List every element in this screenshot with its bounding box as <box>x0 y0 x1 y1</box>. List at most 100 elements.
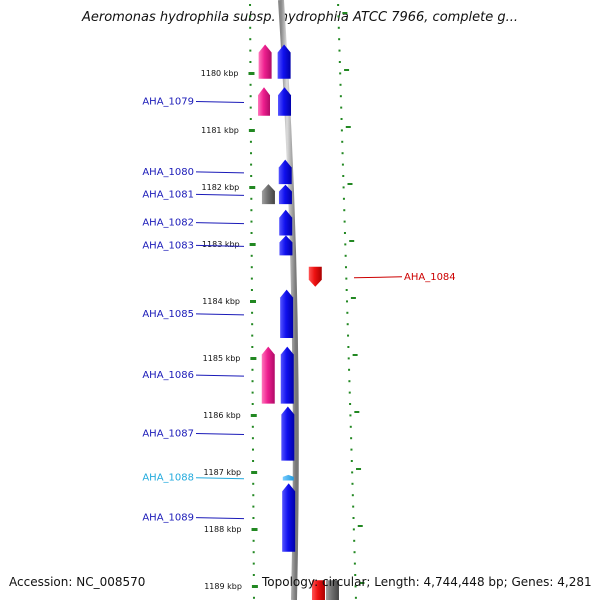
outer-ruler-tick <box>359 582 365 584</box>
gene-labels[interactable]: AHA_1079 AHA_1080 AHA_1081 AHA_1082 AHA_1083… <box>142 97 455 524</box>
gene-aha-1080[interactable] <box>278 159 292 185</box>
ruler-dot <box>251 380 254 383</box>
gene-aha-1082[interactable] <box>279 209 293 236</box>
ruler-dot <box>252 517 255 519</box>
gene-aha-1086[interactable] <box>280 346 294 404</box>
ruler-tick <box>251 528 258 531</box>
outer-ruler-tick <box>344 69 350 71</box>
outer-ruler-dot <box>344 266 347 269</box>
gene-feature-16[interactable] <box>311 580 325 600</box>
outer-ruler-dot <box>349 414 352 417</box>
ruler-tick <box>251 585 258 588</box>
gene-label[interactable]: AHA_1084 <box>404 272 456 283</box>
gene-label[interactable]: AHA_1085 <box>142 309 194 320</box>
gene-feature-17[interactable] <box>325 580 339 600</box>
outer-ruler-dot <box>345 277 348 280</box>
outer-ruler-dot <box>339 72 342 75</box>
ruler-dot <box>252 482 255 485</box>
ruler-tick <box>249 186 256 189</box>
outer-ruler-dot <box>342 197 345 200</box>
outer-ruler-dot <box>340 129 343 132</box>
outer-ruler-dot <box>337 15 340 18</box>
outer-ruler-dot <box>337 26 340 29</box>
outer-ruler-dot <box>349 425 352 428</box>
ruler-dot <box>250 152 253 155</box>
outer-ruler-dot <box>354 574 357 576</box>
outer-ruler-dot <box>340 118 343 120</box>
gene-label[interactable]: AHA_1088 <box>142 473 194 484</box>
gene-aha-1079[interactable] <box>278 87 292 116</box>
outer-ruler-dot <box>339 95 342 98</box>
ruler-dot <box>251 368 254 371</box>
gene-label[interactable]: AHA_1079 <box>142 97 194 108</box>
ruler-dot <box>249 140 252 143</box>
label-leader-line <box>195 433 245 436</box>
outer-ruler-dot <box>343 232 346 234</box>
gene-feature-12[interactable] <box>261 346 275 404</box>
outer-ruler-dot <box>350 437 353 440</box>
ruler-dot <box>252 494 255 497</box>
gene-feature-6[interactable] <box>261 184 275 205</box>
label-leader-line <box>195 244 245 247</box>
outer-ruler-dot <box>346 323 349 326</box>
ruler-dot <box>249 118 252 120</box>
gene-aha-1089[interactable] <box>282 483 296 552</box>
outer-ruler-dot <box>342 186 345 189</box>
label-leader-line <box>195 171 245 174</box>
outer-ruler-dot <box>338 38 341 41</box>
gene-aha-1084[interactable] <box>308 266 322 287</box>
gene-label[interactable]: AHA_1083 <box>142 240 194 251</box>
outer-ruler-dot <box>344 254 347 257</box>
ruler-dot <box>252 505 255 508</box>
gene-label[interactable]: AHA_1081 <box>142 189 194 200</box>
gene-aha-1088[interactable] <box>282 474 294 481</box>
outer-ruler-dot <box>342 175 345 177</box>
ruler-tick <box>248 72 255 75</box>
outer-ruler-dot <box>340 106 343 109</box>
ruler-dot <box>251 391 254 394</box>
outer-ruler-tick <box>347 183 353 185</box>
ruler-dot <box>250 163 253 166</box>
gene-label[interactable]: AHA_1087 <box>142 429 194 440</box>
outer-ruler-tick <box>350 297 356 299</box>
gene-label[interactable]: AHA_1089 <box>142 513 194 524</box>
ruler-dot <box>249 4 252 6</box>
outer-ruler-dot <box>354 596 357 599</box>
gene-feature-0[interactable] <box>258 44 272 79</box>
gene-aha-1087[interactable] <box>281 406 295 461</box>
ruler-dot <box>249 49 252 52</box>
ruler-dot <box>249 83 252 86</box>
ruler-tick-label: 1184 kbp <box>202 297 240 306</box>
ruler-tick-label: 1180 kbp <box>201 69 239 78</box>
gene-feature-3[interactable] <box>258 87 270 116</box>
ruler-dot <box>249 106 252 109</box>
outer-ruler-tick <box>349 240 355 242</box>
gene-aha-1085[interactable] <box>280 289 294 339</box>
outer-ruler-dot <box>346 300 349 303</box>
ruler-tick <box>250 300 257 303</box>
gene-label[interactable]: AHA_1082 <box>142 218 194 229</box>
ruler-tick-label: 1186 kbp <box>203 411 241 420</box>
ruler-dot <box>252 574 255 576</box>
outer-ruler-dot <box>351 471 354 474</box>
gene-aha-1083[interactable] <box>279 235 293 256</box>
gene-label[interactable]: AHA_1086 <box>142 370 194 381</box>
gene-aha-1081[interactable] <box>278 184 292 205</box>
ruler-dot <box>250 254 253 257</box>
ruler-dot <box>249 38 252 41</box>
ruler-dot <box>251 346 254 348</box>
ruler-dot <box>249 61 252 63</box>
outer-ruler-dot <box>348 368 351 371</box>
outer-ruler-dot <box>346 311 349 314</box>
outer-ruler-tick <box>345 126 351 128</box>
gene-feature-1[interactable] <box>277 44 291 79</box>
ruler-dot <box>251 311 254 314</box>
ruler-dot <box>252 596 255 599</box>
ruler-tick <box>250 357 257 360</box>
gene-features[interactable] <box>258 44 339 600</box>
ruler-dot <box>252 460 255 462</box>
outer-ruler-dot <box>348 391 351 394</box>
gene-label[interactable]: AHA_1080 <box>142 167 194 178</box>
ruler-dot <box>249 26 252 29</box>
